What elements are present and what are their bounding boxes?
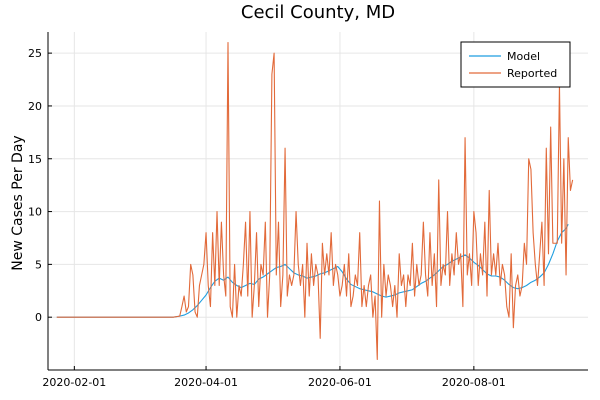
legend-label: Model — [507, 50, 540, 63]
series-line-reported — [57, 43, 573, 360]
y-tick-label: 5 — [35, 258, 42, 271]
y-tick-label: 25 — [28, 47, 42, 60]
x-tick-label: 2020-02-01 — [42, 376, 106, 389]
y-tick-label: 15 — [28, 153, 42, 166]
legend-label: Reported — [507, 67, 557, 80]
x-tick-label: 2020-06-01 — [308, 376, 372, 389]
tick-labels: 0 5 10 15 20 25 2020-02-01 2020-04-01 2020-06-01… — [28, 47, 506, 389]
legend: Model Reported — [461, 42, 570, 87]
y-tick-label: 20 — [28, 100, 42, 113]
x-tick-label: 2020-04-01 — [174, 376, 238, 389]
legend-box — [461, 42, 570, 87]
chart-title: Cecil County, MD — [241, 2, 395, 23]
x-tick-label: 2020-08-01 — [442, 376, 506, 389]
y-tick-label: 0 — [35, 311, 42, 324]
y-axis-title: New Cases Per Day — [10, 135, 26, 270]
y-tick-label: 10 — [28, 206, 42, 219]
series-group — [57, 43, 573, 360]
